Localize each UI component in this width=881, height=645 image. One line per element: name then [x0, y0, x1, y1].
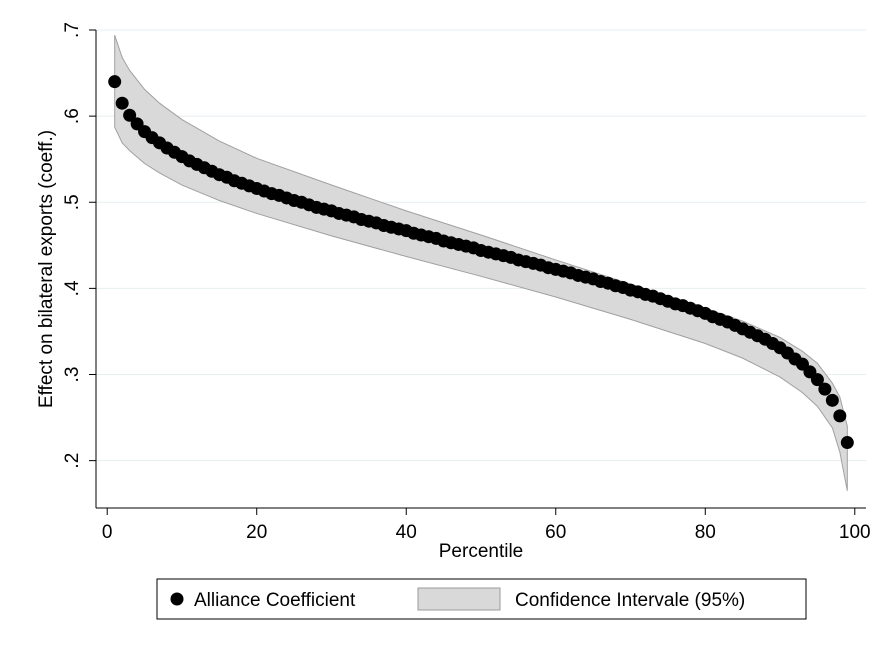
x-tick-label-2: 40	[396, 522, 417, 543]
x-tick-label-0: 0	[102, 522, 113, 543]
legend-label-alliance-coefficient: Alliance Coefficient	[194, 590, 356, 611]
y-tick-label-0: .2	[62, 453, 83, 469]
data-point-96	[818, 382, 832, 396]
y-tick-label-4: .6	[62, 108, 83, 124]
x-tick-label-1: 20	[246, 522, 267, 543]
axes: 0 20 40 60 80 100 .2 .3 .4 .5 .6 .7	[62, 22, 871, 543]
x-tick-label-3: 60	[545, 522, 566, 543]
data-points-layer	[108, 75, 854, 450]
confidence-interval-band	[114, 35, 848, 491]
data-point-95	[810, 373, 824, 387]
legend-swatch-confidence-interval	[417, 587, 501, 611]
y-tick-label-5: .7	[62, 22, 83, 38]
x-axis-label: Percentile	[439, 541, 524, 562]
data-point-2	[115, 96, 129, 110]
y-tick-label-1: .3	[62, 367, 83, 383]
x-tick-label-4: 80	[695, 522, 716, 543]
legend: Alliance Coefficient Confidence Interval…	[156, 578, 807, 620]
data-point-1	[108, 75, 122, 89]
x-tick-label-5: 100	[839, 522, 871, 543]
legend-label-confidence-interval: Confidence Intervale (95%)	[515, 590, 745, 611]
data-point-3	[123, 108, 137, 122]
y-tick-label-3: .5	[62, 194, 83, 210]
data-point-97	[825, 393, 839, 407]
y-tick-label-2: .4	[62, 280, 83, 296]
data-point-99	[840, 436, 854, 450]
y-axis-label: Effect on bilateral exports (coeff.)	[36, 130, 57, 408]
confidence-band-layer	[114, 35, 848, 491]
legend-marker-alliance-coefficient	[170, 592, 184, 606]
data-point-98	[833, 409, 847, 423]
